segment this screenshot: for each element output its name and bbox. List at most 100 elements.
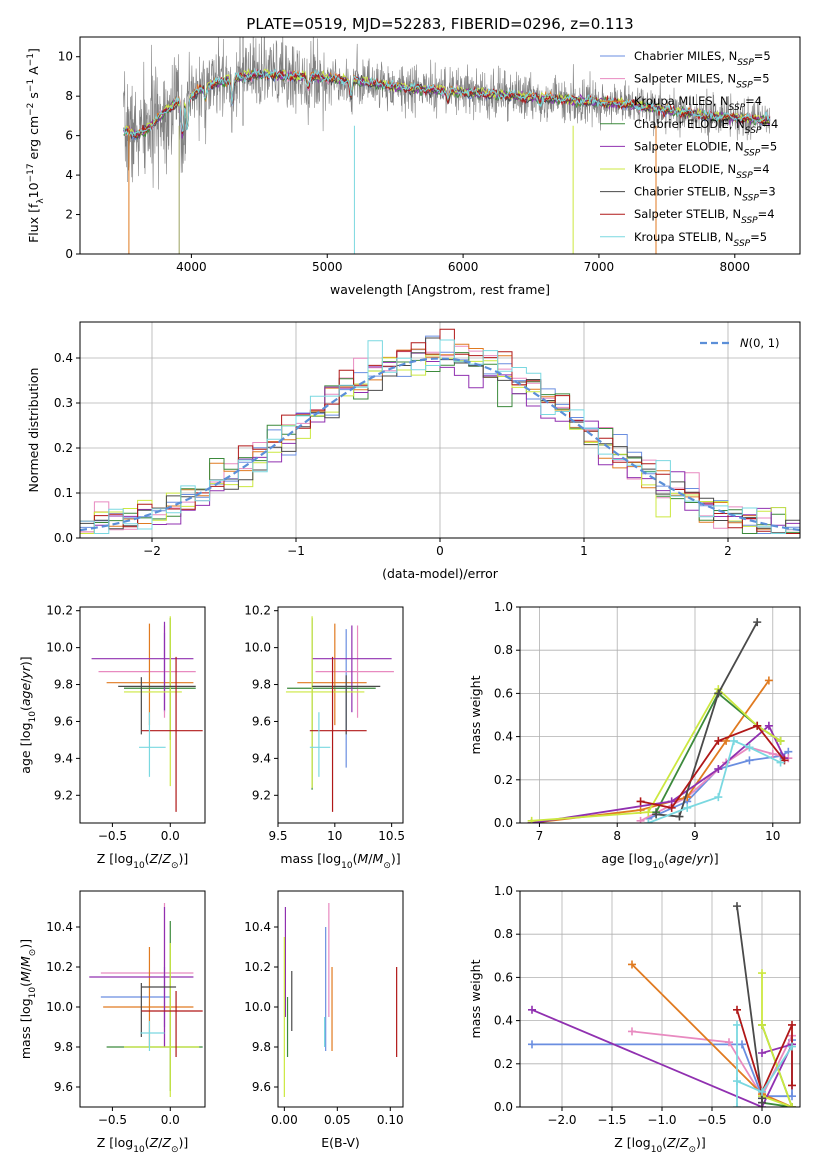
y-tick-label: 0.2 (494, 1057, 513, 1071)
y-tick-label: 10.0 (46, 1000, 73, 1014)
weight-point-chabrier_stelib (733, 902, 741, 911)
axes-frame (519, 890, 801, 1108)
gaussian-curve (80, 357, 800, 532)
plot-area (283, 903, 398, 1097)
x-tick-label: 8000 (720, 260, 751, 274)
weight-point-salpeter_elodie (764, 721, 773, 730)
x-tick-label: −0.5 (98, 829, 127, 843)
weight-point-salpeter_elodie (758, 1049, 766, 1057)
y-tick-label: 0.8 (494, 643, 513, 657)
x-tick-label: 4000 (176, 260, 207, 274)
y-tick-label: 9.6 (252, 714, 271, 728)
axes-frame (79, 36, 801, 255)
weight-line-kroupa_elodie (531, 687, 782, 822)
y-tick-label: 0.0 (494, 1100, 513, 1114)
legend-gaussian-label: N(0, 1) (740, 336, 780, 350)
x-tick-label: −1 (287, 544, 305, 558)
x-tick-label: −0.5 (697, 1113, 726, 1127)
weight-line-salpeter_elodie (531, 1008, 794, 1107)
weight-point-kroupa_stelib (733, 1077, 741, 1086)
panel-weight_vs_age: 7 8 9 10 0.0 0.2 0.4 0.6 0.8 1.0 age [log10(age/yr… (468, 600, 801, 871)
weight-point-kroupa_stelib (745, 743, 754, 752)
weight-point-salpeter_miles (725, 1038, 733, 1047)
x-axis-label: Z [log10(Z/Z⊙)] (97, 1135, 189, 1155)
y-tick-label: 0.4 (494, 730, 513, 744)
weight-point-kroupa_elodie (758, 969, 766, 978)
x-axis-label: age [log10(age/yr)] (601, 851, 718, 871)
weight-point-salpeter_elodie (528, 1005, 536, 1014)
y-tick-label: 0 (65, 247, 73, 261)
x-tick-label: −2.0 (547, 1113, 576, 1127)
weight-point-kroupa_miles (764, 676, 773, 685)
weight-point-salpeter_stelib (636, 797, 645, 806)
weight-point-kroupa_stelib (644, 819, 653, 823)
x-tick-label: −1.0 (647, 1113, 676, 1127)
weight-point-chabrier_stelib (652, 810, 661, 819)
plot-area (80, 328, 800, 534)
x-tick-label: 0.05 (324, 1113, 351, 1127)
y-axis-label: Flux [fλ10−17 erg cm−2 s−1 A−1] (26, 48, 46, 243)
weight-point-kroupa_stelib (733, 1103, 741, 1107)
legend-label-chabrier_stelib: Chabrier STELIB, NSSP=3 (634, 185, 776, 204)
weight-point-chabrier_stelib (675, 812, 684, 821)
panel-weight_vs_Z: −2.0 −1.5 −1.0 −0.5 0.0 0.0 0.2 0.4 0.6 0.8 1.0 Z [… (468, 884, 801, 1155)
legend-label-kroupa_stelib: Kroupa STELIB, NSSP=5 (634, 230, 767, 249)
y-tick-label: 0.6 (494, 686, 513, 700)
y-tick-label: 10.2 (244, 960, 271, 974)
weight-point-kroupa_stelib (758, 1087, 766, 1096)
plot-area (285, 616, 394, 812)
x-tick-label: 9.5 (268, 829, 287, 843)
x-axis-label: mass [log10(M/M⊙)] (280, 851, 400, 871)
weight-point-kroupa_elodie (788, 1103, 796, 1107)
legend-label-kroupa_elodie: Kroupa ELODIE, NSSP=4 (634, 162, 770, 181)
y-tick-label: 9.6 (54, 1080, 73, 1094)
x-tick-label: −0.5 (98, 1113, 127, 1127)
x-tick-label: 0.0 (161, 1113, 180, 1127)
y-tick-label: 4 (65, 168, 73, 182)
y-tick-label: 0.1 (54, 486, 73, 500)
axes-frame (519, 606, 801, 824)
x-tick-label: 5000 (312, 260, 343, 274)
x-tick-label: 10 (765, 829, 780, 843)
x-axis-label: E(B-V) (321, 1135, 360, 1150)
y-tick-label: 10.0 (244, 1000, 271, 1014)
x-tick-label: 7000 (584, 260, 615, 274)
y-tick-label: 6 (65, 129, 73, 143)
y-tick-label: 1.0 (494, 884, 513, 898)
y-axis-label: Normed distribution (26, 368, 41, 493)
x-axis-label: (data-model)/error (382, 566, 499, 581)
weight-point-chabrier_stelib (714, 689, 723, 698)
weight-point-chabrier_miles (788, 1092, 796, 1101)
x-tick-label: 2 (724, 544, 732, 558)
figure-title: PLATE=0519, MJD=52283, FIBERID=0296, z=0… (246, 15, 633, 33)
y-tick-label: 0.3 (54, 396, 73, 410)
y-tick-label: 0.0 (54, 531, 73, 545)
legend-label-chabrier_miles: Chabrier MILES, NSSP=5 (634, 49, 771, 68)
y-tick-label: 9.6 (252, 1080, 271, 1094)
weight-point-kroupa_elodie (644, 808, 653, 817)
weight-point-kroupa_elodie (527, 816, 536, 823)
x-tick-label: −2 (143, 544, 161, 558)
y-tick-label: 10.2 (244, 604, 271, 618)
x-tick-label: 8 (613, 829, 621, 843)
plot-area (89, 903, 203, 1097)
histogram-kroupa_stelib (80, 339, 800, 534)
y-tick-label: 9.4 (252, 751, 271, 765)
weight-point-salpeter_stelib (733, 1005, 741, 1014)
panel-spectrum: 4000 5000 6000 7000 8000 0 2 4 6 8 10 wavelength [A… (26, 36, 801, 297)
y-tick-label: 9.8 (252, 678, 271, 692)
plot-area (123, 37, 771, 254)
weight-point-kroupa_stelib (729, 736, 738, 745)
y-tick-label: 0.2 (494, 773, 513, 787)
weight-point-kroupa_stelib (733, 1020, 741, 1029)
weight-line-kroupa_elodie (761, 973, 793, 1107)
weight-point-salpeter_miles (768, 749, 777, 758)
x-tick-label: 7 (536, 829, 544, 843)
x-tick-label: 9 (691, 829, 699, 843)
weight-point-chabrier_stelib (758, 1098, 766, 1107)
axes-frame (277, 890, 404, 1108)
y-tick-label: 10.2 (46, 960, 73, 974)
y-tick-label: 0.4 (54, 351, 73, 365)
legend-label-salpeter_stelib: Salpeter STELIB, NSSP=4 (634, 207, 775, 226)
weight-point-kroupa_miles (628, 960, 636, 969)
